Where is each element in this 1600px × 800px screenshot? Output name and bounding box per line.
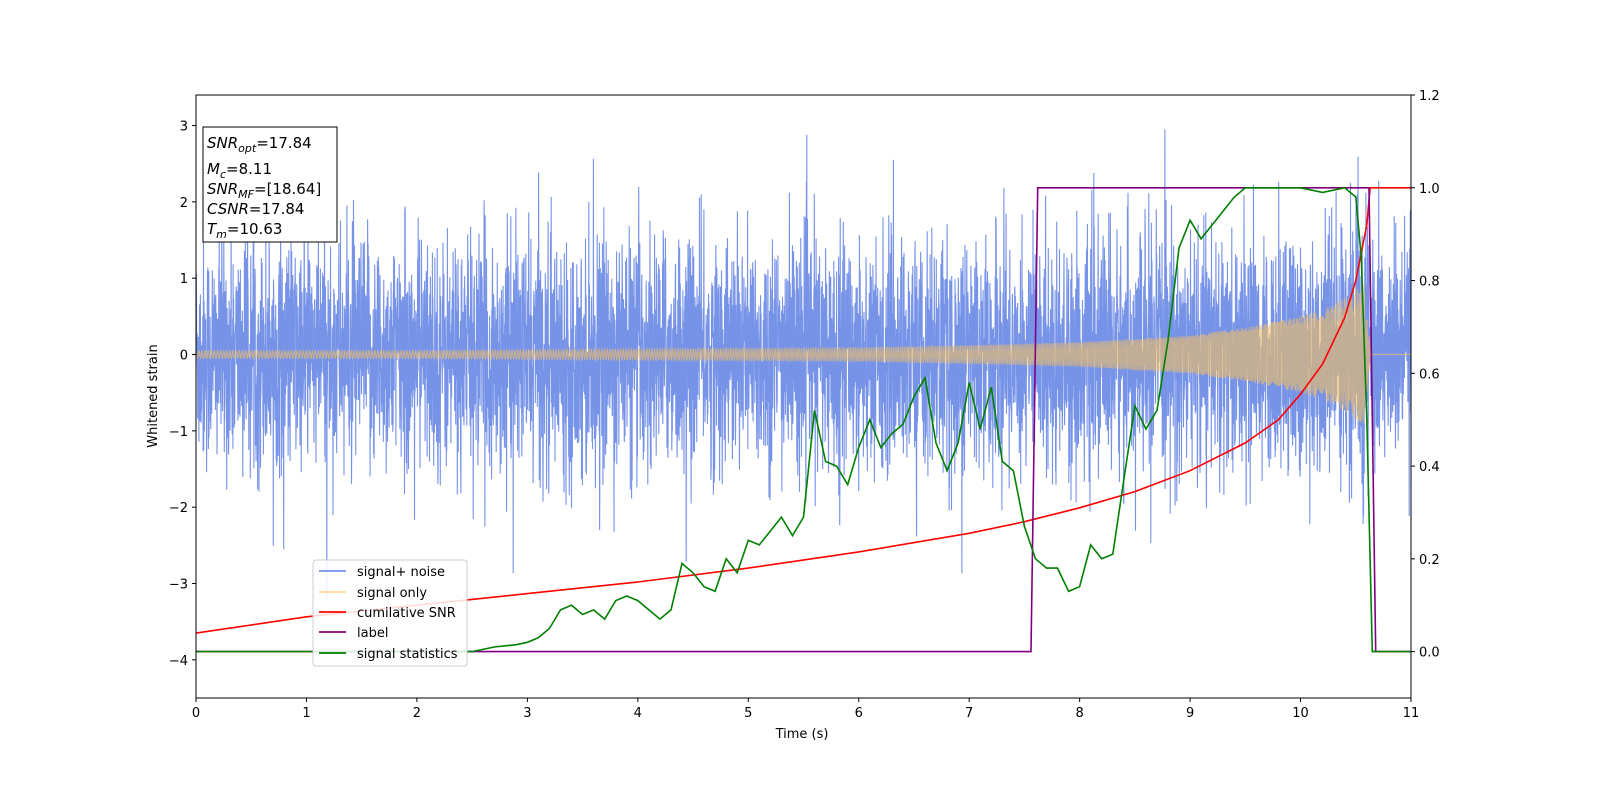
axes: 0 1 2 3 4 5 6 7 8 9 10 113210−1−2−3−40.00.20.40.60.… bbox=[169, 89, 1440, 721]
x-tick-label: 9 bbox=[1186, 706, 1194, 721]
x-tick-label: 6 bbox=[855, 706, 863, 721]
axes-frame bbox=[195, 94, 1412, 699]
legend-label: signal only bbox=[357, 586, 427, 601]
annotation-line: CSNR=17.84 bbox=[207, 200, 304, 218]
x-tick-label: 0 bbox=[192, 706, 200, 721]
x-tick-label: 11 bbox=[1403, 706, 1420, 721]
legend-label: label bbox=[357, 626, 388, 641]
y2-tick-label: 1.0 bbox=[1419, 182, 1440, 197]
annotation-frame bbox=[202, 126, 338, 243]
x-tick-label: 10 bbox=[1292, 706, 1309, 721]
annotation-line: Mc=8.11 bbox=[207, 160, 272, 181]
legend-frame bbox=[312, 559, 468, 667]
x-axis-label: Time (s) bbox=[775, 727, 829, 742]
annotation-line: SNRopt=17.84 bbox=[207, 134, 312, 155]
annotation-box: SNRopt=17.84 Mc=8.11SNRMF=[18.64]CSNR=17.… bbox=[202, 126, 338, 243]
y-tick-label: 0 bbox=[180, 349, 188, 364]
legend-label: signal statistics bbox=[357, 647, 458, 662]
y-tick-label: −3 bbox=[169, 578, 188, 593]
x-tick-label: 5 bbox=[744, 706, 752, 721]
annotation-line: SNRMF=[18.64] bbox=[207, 180, 321, 201]
series-signal-only bbox=[196, 284, 1411, 424]
y-tick-label: −1 bbox=[169, 425, 188, 440]
x-tick-label: 4 bbox=[634, 706, 642, 721]
x-tick-label: 1 bbox=[302, 706, 310, 721]
x-tick-label: 2 bbox=[413, 706, 421, 721]
series-cumulative-snr bbox=[196, 187, 1411, 634]
y2-tick-label: 0.6 bbox=[1419, 367, 1440, 382]
x-tick-label: 7 bbox=[965, 706, 973, 721]
y2-tick-label: 0.4 bbox=[1419, 460, 1440, 475]
series-signal-noise bbox=[196, 129, 1411, 600]
x-tick-label: 3 bbox=[523, 706, 531, 721]
legend: signal+ noise signal only cumilative SNR la… bbox=[312, 559, 468, 667]
y2-tick-label: 0.8 bbox=[1419, 275, 1440, 290]
y-axis-label: Whitened strain bbox=[146, 344, 161, 447]
y-tick-label: 3 bbox=[180, 120, 188, 135]
legend-label: signal+ noise bbox=[357, 565, 445, 580]
y2-tick-label: 0.0 bbox=[1419, 646, 1440, 661]
series-signal-statistics bbox=[196, 186, 1411, 653]
y2-tick-label: 0.2 bbox=[1419, 553, 1440, 568]
plot-area bbox=[196, 129, 1411, 653]
y2-tick-label: 1.2 bbox=[1419, 89, 1440, 104]
x-tick-label: 8 bbox=[1075, 706, 1083, 721]
y-tick-label: 1 bbox=[180, 272, 188, 287]
legend-label: cumilative SNR bbox=[357, 606, 456, 621]
y-tick-label: 2 bbox=[180, 196, 188, 211]
annotation-line: Tm=10.63 bbox=[207, 220, 282, 241]
y-tick-label: −4 bbox=[169, 654, 188, 669]
y-tick-label: −2 bbox=[169, 501, 188, 516]
